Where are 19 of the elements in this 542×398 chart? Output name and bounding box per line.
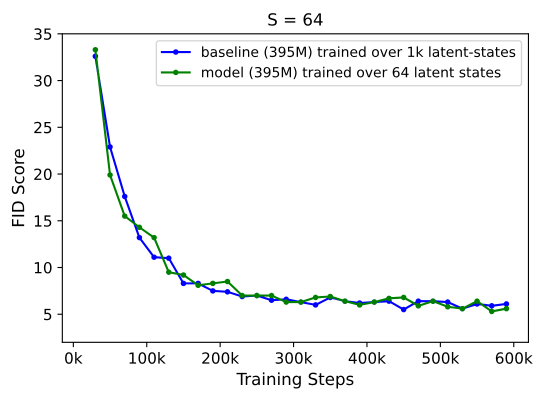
x-tick-label: 400k — [348, 352, 386, 364]
y-tick-label: 30 — [34, 75, 52, 87]
y-tick-label: 15 — [34, 215, 52, 227]
x-tick-label: 100k — [129, 352, 166, 364]
y-tick-label: 20 — [34, 168, 52, 180]
chart-title: S = 64 — [268, 13, 323, 26]
y-tick-label: 25 — [34, 122, 52, 134]
legend-label: model (395M) trained over 64 latent states — [202, 66, 501, 80]
x-tick-label: 200k — [202, 352, 240, 364]
y-tick-label: 5 — [44, 308, 52, 320]
y-axis-title: FID Score — [12, 149, 24, 226]
x-tick-label: 600k — [496, 352, 533, 364]
x-axis-title: Training Steps — [236, 372, 354, 388]
x-tick-label: 300k — [276, 352, 313, 364]
y-tick-label: 35 — [34, 28, 52, 40]
x-tick-label: 0k — [65, 352, 83, 364]
x-tick-label: 500k — [422, 352, 460, 364]
legend-label: baseline (395M) trained over 1k latent-states — [202, 46, 516, 59]
y-tick-label: 10 — [34, 262, 52, 274]
